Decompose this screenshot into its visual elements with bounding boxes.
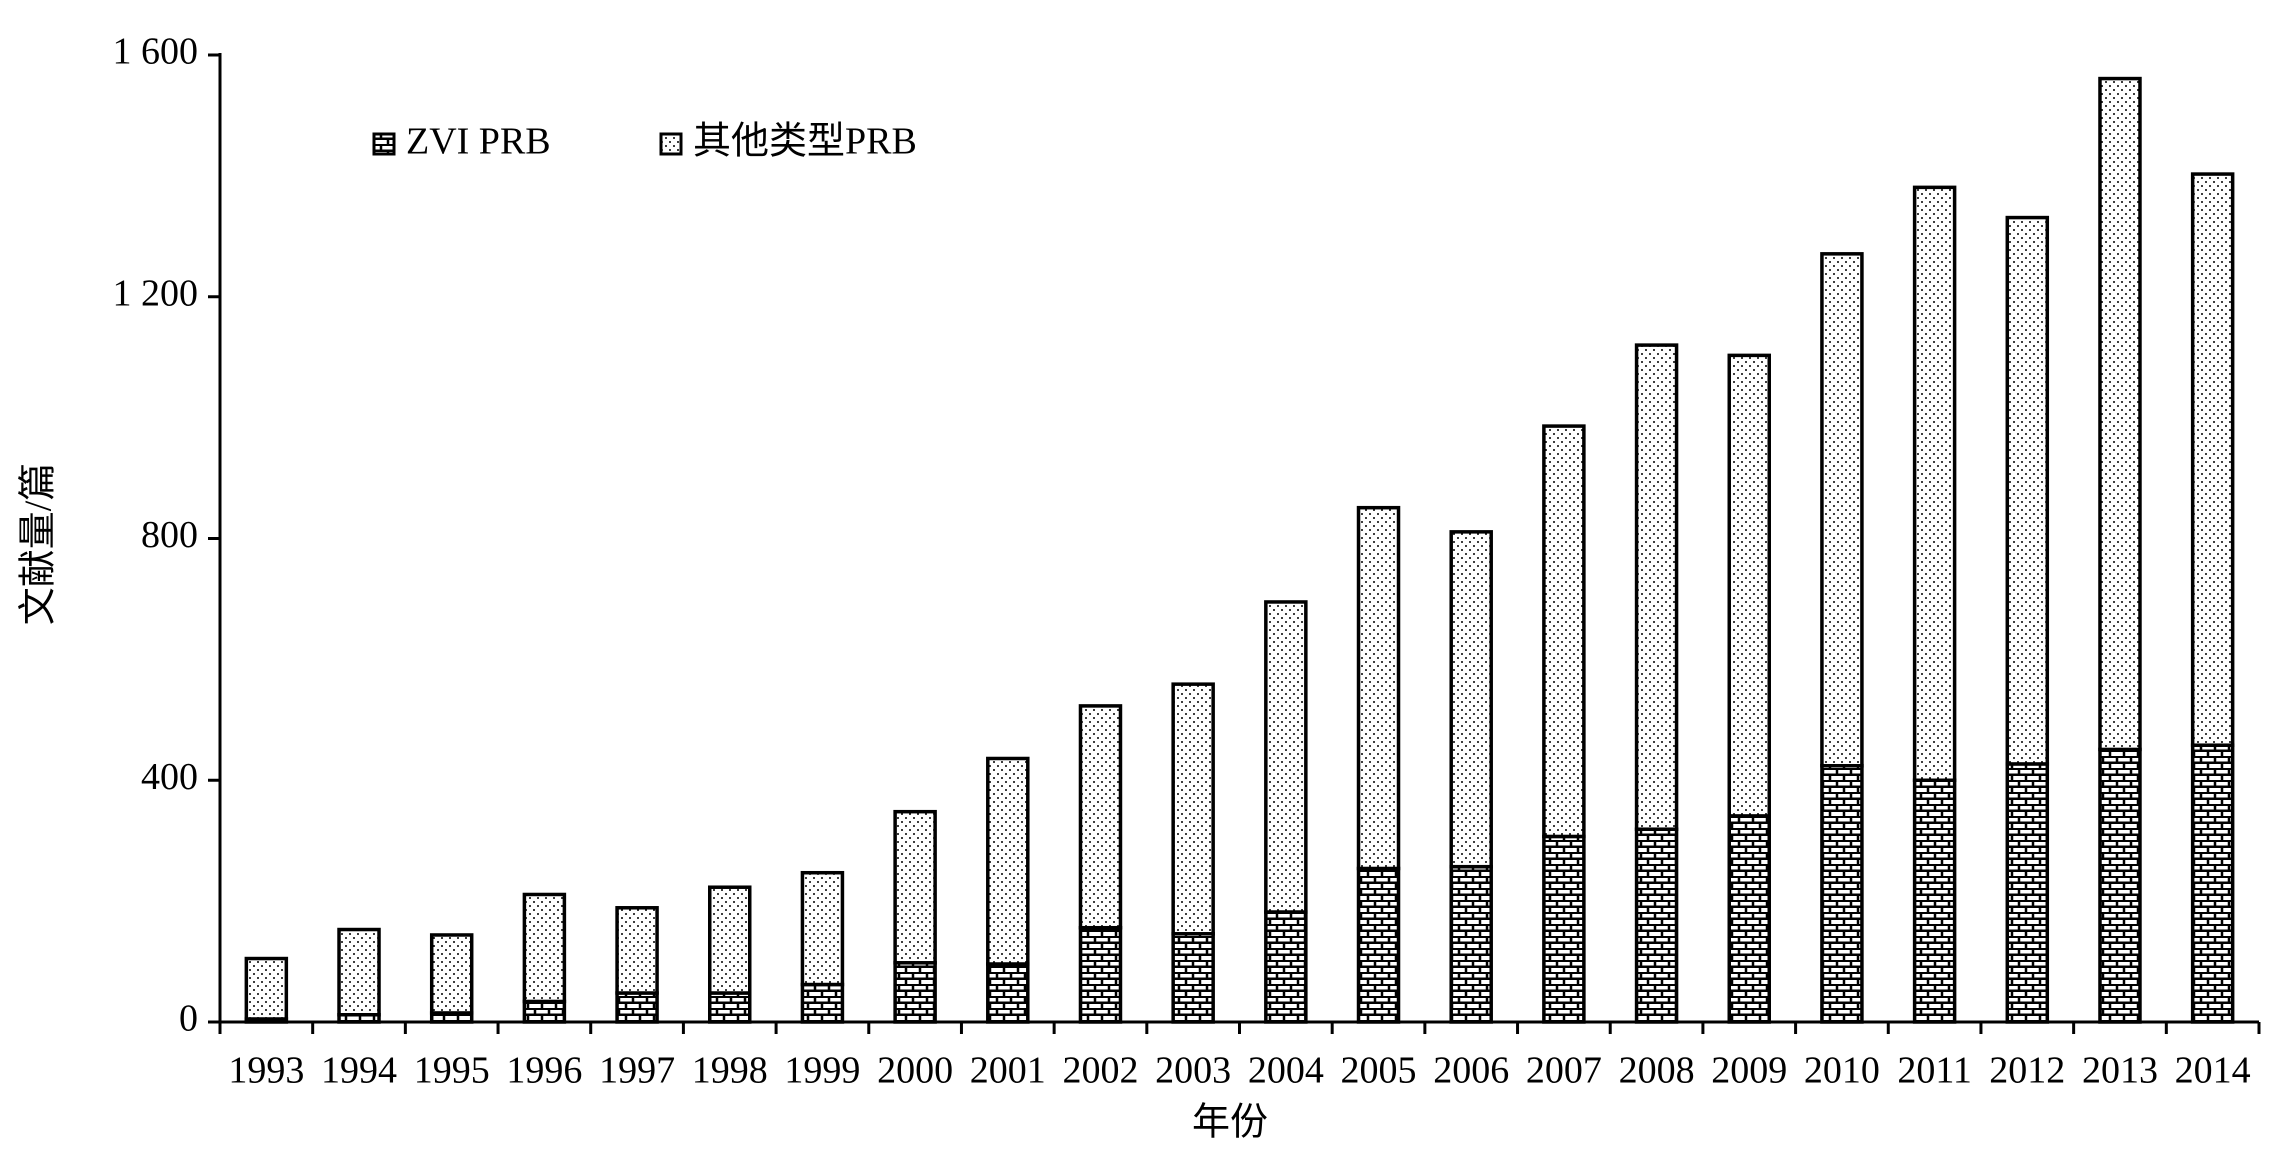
bar-segment xyxy=(893,809,937,965)
x-tick-label: 2010 xyxy=(1804,1050,1880,1092)
y-tick-label: 1 200 xyxy=(113,272,199,314)
x-tick-label: 2005 xyxy=(1341,1050,1417,1092)
y-axis-title: 文献量/篇 xyxy=(18,463,60,626)
bar-segment xyxy=(1356,866,1401,1024)
bar-segment xyxy=(337,927,381,1017)
x-tick-label: 2007 xyxy=(1526,1050,1602,1092)
legend-label: ZVI PRB xyxy=(406,121,551,163)
bar-segment xyxy=(2005,762,2050,1024)
x-tick-label: 2009 xyxy=(1711,1050,1787,1092)
bar-segment xyxy=(1634,827,1679,1024)
y-tick-label: 400 xyxy=(141,756,198,798)
bar-segment xyxy=(2005,215,2050,766)
x-tick-label: 2002 xyxy=(1062,1050,1138,1092)
bar-segment xyxy=(1171,932,1215,1024)
y-tick-label: 800 xyxy=(141,514,198,556)
x-tick-label: 2013 xyxy=(2082,1050,2158,1092)
bar-segment xyxy=(1078,704,1123,930)
bar-segment xyxy=(615,991,659,1024)
bar-segment xyxy=(1912,185,1957,782)
bar-segment xyxy=(1264,600,1308,914)
x-tick-label: 2008 xyxy=(1619,1050,1695,1092)
legend-label: 其他类型PRB xyxy=(693,121,917,163)
bar-segment xyxy=(2098,76,2142,752)
bar-segment xyxy=(1449,864,1493,1024)
bar-segment xyxy=(1912,778,1957,1024)
bar-segment xyxy=(2190,743,2235,1024)
x-tick-label: 1998 xyxy=(692,1050,768,1092)
x-tick-label: 2012 xyxy=(1989,1050,2065,1092)
x-tick-label: 2004 xyxy=(1248,1050,1324,1092)
bar-segment xyxy=(1727,353,1771,818)
x-tick-label: 1999 xyxy=(784,1050,860,1092)
x-tick-label: 2014 xyxy=(2175,1050,2251,1092)
bar-segment xyxy=(1078,925,1123,1024)
bar-segment xyxy=(1820,252,1864,768)
bar-segment xyxy=(2098,747,2142,1024)
x-tick-label: 2000 xyxy=(877,1050,953,1092)
bar-segment xyxy=(429,933,474,1015)
x-tick-label: 1997 xyxy=(599,1050,675,1092)
legend-item: 其他类型PRB xyxy=(659,121,917,163)
x-axis-title: 年份 xyxy=(1192,1102,1268,1144)
bar-segment xyxy=(1542,834,1586,1024)
legend-swatch xyxy=(659,132,683,156)
legend-swatch xyxy=(372,132,396,156)
bar-segment xyxy=(1171,682,1215,936)
bar-segment xyxy=(522,892,567,1004)
x-tick-label: 2011 xyxy=(1897,1050,1972,1092)
bar-segment xyxy=(1449,530,1493,869)
bar-segment xyxy=(800,870,845,987)
bar-segment xyxy=(1820,763,1864,1024)
bar-segment xyxy=(522,999,567,1024)
x-tick-label: 1996 xyxy=(506,1050,582,1092)
bar-segment xyxy=(986,962,1030,1024)
x-tick-label: 2006 xyxy=(1433,1050,1509,1092)
bar-segment xyxy=(986,756,1030,966)
x-tick-label: 2003 xyxy=(1155,1050,1231,1092)
x-tick-label: 1993 xyxy=(228,1050,304,1092)
bar-segment xyxy=(615,906,659,995)
bar-segment xyxy=(1727,814,1771,1024)
bar-segment xyxy=(708,885,752,995)
bar-segment xyxy=(800,982,845,1024)
bar-segment xyxy=(1542,424,1586,839)
x-tick-label: 2001 xyxy=(970,1050,1046,1092)
legend-item: ZVI PRB xyxy=(372,121,551,163)
y-tick-label: 1 600 xyxy=(113,31,199,73)
bar-segment xyxy=(708,991,752,1024)
bar-segment xyxy=(1634,343,1679,831)
x-tick-label: 1995 xyxy=(414,1050,490,1092)
y-tick-label: 0 xyxy=(179,998,198,1040)
bar-segment xyxy=(2190,172,2235,747)
bar-segment xyxy=(1356,505,1401,871)
bar-segment xyxy=(244,956,289,1021)
bar-segment xyxy=(1264,910,1308,1024)
x-tick-label: 1994 xyxy=(321,1050,397,1092)
bar-segment xyxy=(893,961,937,1024)
